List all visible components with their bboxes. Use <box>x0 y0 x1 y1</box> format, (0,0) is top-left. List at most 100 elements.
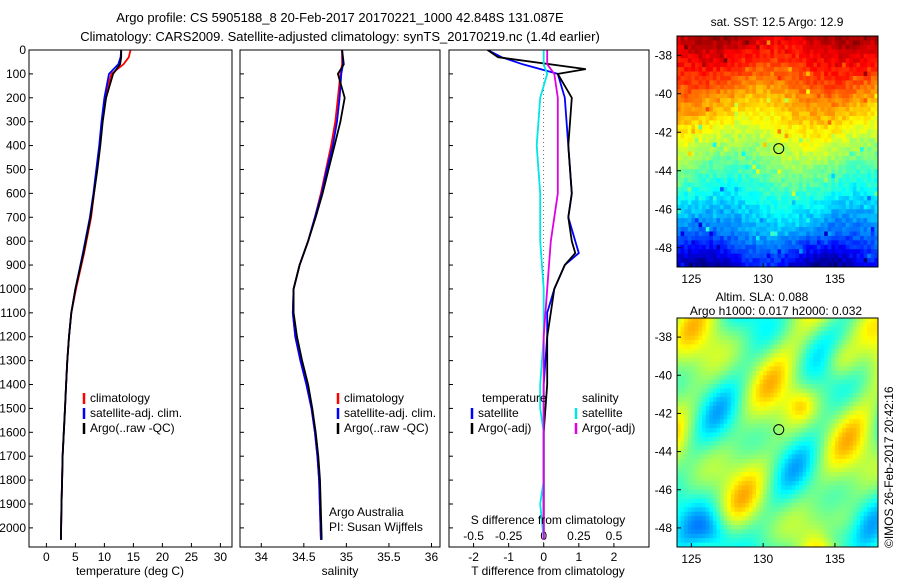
map-lat-tick-label: -48 <box>655 521 673 535</box>
map-lat-tick-label: -48 <box>655 241 673 255</box>
s-difference-tick-label: 0.5 <box>606 529 623 543</box>
legend-group-title: temperature <box>482 391 547 405</box>
map-lon-tick-label: 130 <box>753 272 773 286</box>
difference-xtick-label: 1 <box>575 550 582 564</box>
temperature-series-2 <box>61 50 121 540</box>
figure-title-line2: Climatology: CARS2009. Satellite-adjuste… <box>80 29 600 44</box>
depth-tick-label: 600 <box>6 186 26 200</box>
depth-tick-label: 1200 <box>0 330 26 344</box>
legend-label: satellite-adj. clim. <box>344 406 436 420</box>
depth-tick-label: 800 <box>6 234 26 248</box>
salinity-xtick-label: 34.5 <box>292 550 316 564</box>
difference-series-2 <box>537 50 548 540</box>
salinity-xtick-label: 34 <box>255 550 269 564</box>
depth-tick-label: 300 <box>6 115 26 129</box>
map-lon-tick-label: 125 <box>681 552 701 566</box>
legend-label: Argo(-adj) <box>478 421 531 435</box>
salinity-xtick-label: 36 <box>425 550 439 564</box>
depth-tick-label: 1100 <box>0 306 26 320</box>
depth-tick-label: 200 <box>6 91 26 105</box>
salinity-panel: 34 34.5 35 35.5 36 salinity climatologysatel… <box>240 50 440 578</box>
difference-xtick-label: 2 <box>611 550 618 564</box>
map-lat-tick-label: -46 <box>655 483 673 497</box>
depth-tick-label: 1700 <box>0 449 26 463</box>
salinity-xtick-label: 35.5 <box>377 550 401 564</box>
legend-group-title: salinity <box>582 391 619 405</box>
sst-map-panel: sat. SST: 12.5 Argo: 12.9 125 130 135 -38 -4… <box>655 15 879 286</box>
legend-label: climatology <box>344 391 404 405</box>
s-difference-tick-label: -0.5 <box>463 529 484 543</box>
temperature-xtick-label: 20 <box>156 550 170 564</box>
sla-map-panel: Altim. SLA: 0.088 Argo h1000: 0.017 h200… <box>655 290 879 566</box>
legend-label: satellite <box>582 406 623 420</box>
sla-map-title-line1: Altim. SLA: 0.088 <box>716 290 809 304</box>
legend-label: Argo(..raw -QC) <box>90 421 175 435</box>
legend-label: Argo(..raw -QC) <box>344 421 429 435</box>
sla-map-title-line2: Argo h1000: 0.017 h2000: 0.032 <box>690 304 862 318</box>
map-lat-tick-label: -40 <box>655 87 673 101</box>
depth-tick-label: 900 <box>6 258 26 272</box>
depth-tick-label: 1500 <box>0 401 26 415</box>
depth-tick-label: 400 <box>6 139 26 153</box>
temperature-xtick-label: 30 <box>214 550 228 564</box>
temperature-series-0 <box>61 50 131 540</box>
temperature-xlabel: temperature (deg C) <box>76 564 184 578</box>
map-lat-tick-label: -44 <box>655 164 673 178</box>
depth-tick-label: 700 <box>6 210 26 224</box>
map-lat-tick-label: -40 <box>655 368 673 382</box>
s-difference-tick-label: 0.25 <box>567 529 591 543</box>
difference-series-1 <box>488 50 586 540</box>
temperature-xtick-label: 15 <box>127 550 141 564</box>
depth-tick-label: 500 <box>6 162 26 176</box>
annotation-argo-australia: Argo Australia <box>329 505 404 519</box>
map-lat-tick-label: -46 <box>655 202 673 216</box>
legend-label: satellite <box>478 406 519 420</box>
map-lat-tick-label: -38 <box>655 48 673 62</box>
map-lon-tick-label: 130 <box>753 552 773 566</box>
difference-top-label: S difference from climatology <box>471 513 626 527</box>
depth-tick-label: 1300 <box>0 354 26 368</box>
difference-series-0 <box>488 50 579 540</box>
legend-label: climatology <box>90 391 150 405</box>
map-lat-tick-label: -44 <box>655 445 673 459</box>
temperature-xtick-label: 0 <box>43 550 50 564</box>
temperature-xtick-label: 10 <box>98 550 112 564</box>
map-lon-tick-label: 135 <box>825 272 845 286</box>
depth-tick-label: 2000 <box>0 521 26 535</box>
depth-tick-label: 1600 <box>0 425 26 439</box>
map-lon-tick-label: 135 <box>825 552 845 566</box>
map-lat-tick-label: -42 <box>655 406 673 420</box>
depth-tick-label: 0 <box>19 43 26 57</box>
salinity-xtick-label: 35 <box>340 550 354 564</box>
depth-tick-label: 1000 <box>0 282 26 296</box>
temperature-xtick-label: 5 <box>72 550 79 564</box>
temperature-series-1 <box>61 50 121 540</box>
depth-tick-label: 1400 <box>0 378 26 392</box>
map-lat-tick-label: -38 <box>655 330 673 344</box>
s-difference-tick-label: -0.25 <box>495 529 523 543</box>
difference-legend: temperaturesatelliteArgo(-adj)salinitysa… <box>472 391 635 435</box>
annotation-pi-name: PI: Susan Wijffels <box>329 520 423 534</box>
map-lon-tick-label: 125 <box>681 272 701 286</box>
imos-credit: ©IMOS 26-Feb-2017 20:42:16 <box>882 386 896 548</box>
legend-label: Argo(-adj) <box>582 421 635 435</box>
temperature-xtick-label: 25 <box>185 550 199 564</box>
difference-xtick-label: -2 <box>468 550 479 564</box>
map-lat-tick-label: -42 <box>655 125 673 139</box>
depth-tick-label: 1900 <box>0 497 26 511</box>
depth-tick-label: 1800 <box>0 473 26 487</box>
sst-map-title: sat. SST: 12.5 Argo: 12.9 <box>711 15 844 29</box>
difference-xlabel: T difference from climatology <box>471 564 625 578</box>
difference-series-3 <box>544 50 558 540</box>
legend-label: satellite-adj. clim. <box>90 406 182 420</box>
difference-xtick-label: -1 <box>503 550 514 564</box>
difference-xtick-label: 0 <box>540 550 547 564</box>
salinity-xlabel: salinity <box>322 564 359 578</box>
figure-title-line1: Argo profile: CS 5905188_8 20-Feb-2017 2… <box>116 10 564 25</box>
depth-tick-label: 100 <box>6 67 26 81</box>
